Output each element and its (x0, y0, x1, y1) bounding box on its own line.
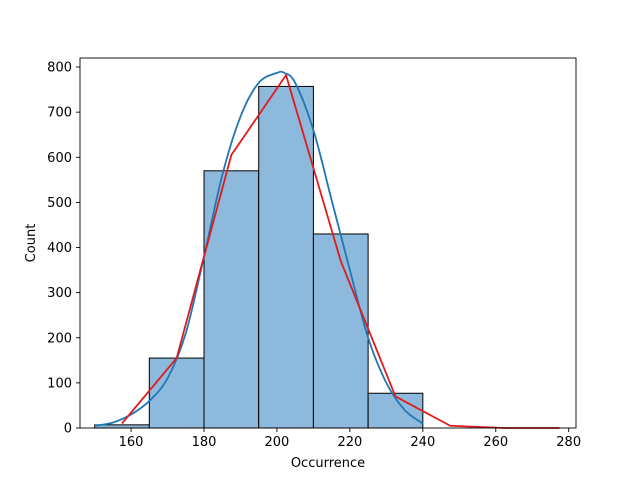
y-tick-label: 300 (47, 286, 72, 301)
x-tick-label: 220 (337, 435, 362, 450)
y-tick-label: 800 (47, 61, 72, 76)
frequency-polygon-line (121, 74, 560, 429)
curve-series (94, 70, 560, 429)
histogram-bars (94, 85, 424, 429)
y-axis-ticks: 0 100 200 300 400 500 600 700 800 (47, 61, 80, 437)
x-tick-label: 240 (410, 435, 435, 450)
plot-frame (79, 57, 577, 429)
x-tick-label: 180 (192, 435, 217, 450)
y-tick-label: 700 (47, 106, 72, 121)
y-tick-label: 100 (47, 376, 72, 391)
x-tick-label: 160 (119, 435, 144, 450)
x-tick-label: 260 (483, 435, 508, 450)
x-axis-label: Occurrence (291, 456, 365, 471)
y-tick-label: 400 (47, 241, 72, 256)
y-tick-label: 500 (47, 196, 72, 211)
histogram-bar (203, 170, 260, 429)
x-tick-label: 280 (556, 435, 581, 450)
x-axis-ticks: 160 180 200 220 240 260 280 (119, 428, 581, 450)
y-tick-label: 200 (47, 331, 72, 346)
x-tick-label: 200 (265, 435, 290, 450)
kde-curve (94, 70, 424, 427)
histogram-bar (148, 357, 205, 429)
y-axis-label: Count (24, 224, 39, 263)
y-tick-label: 0 (64, 422, 72, 437)
y-tick-label: 600 (47, 151, 72, 166)
